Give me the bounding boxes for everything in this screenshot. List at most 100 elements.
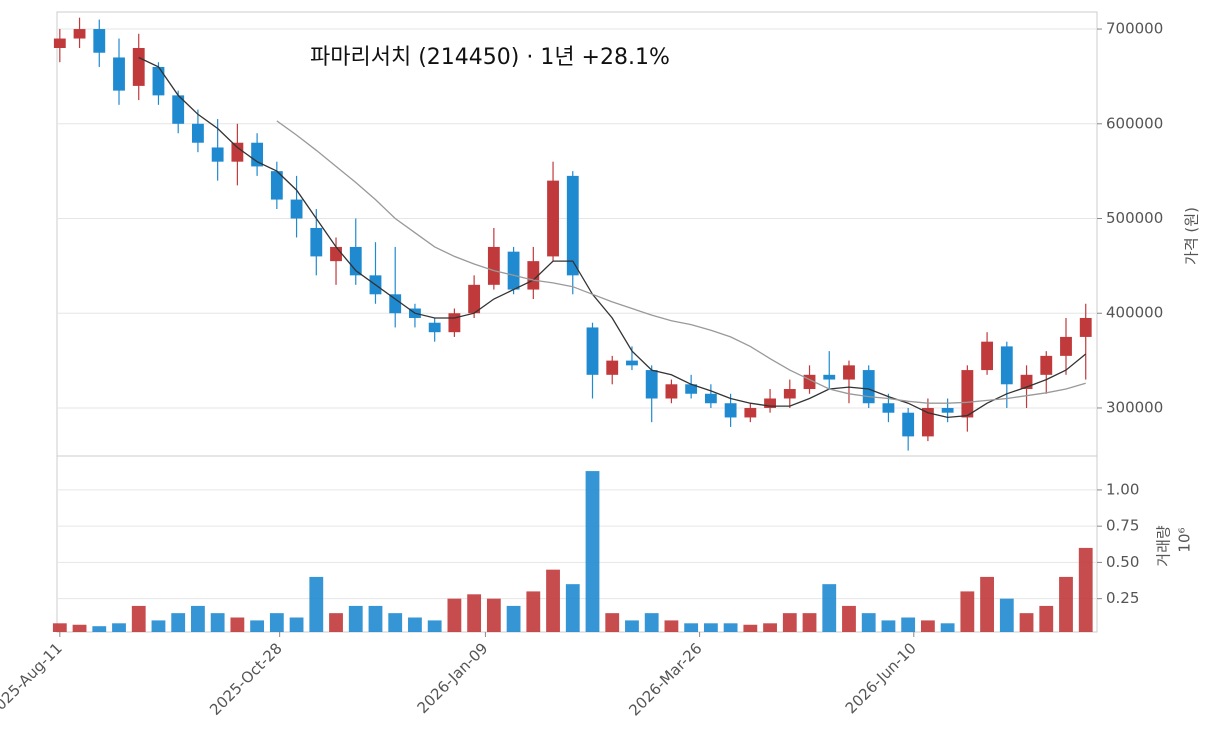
volume-bar <box>1059 576 1073 632</box>
candle-body <box>921 407 934 437</box>
volume-bar <box>171 613 186 632</box>
candle-body <box>724 403 737 418</box>
volume-bar <box>230 617 245 632</box>
candle-body <box>902 412 915 437</box>
volume-bar <box>269 613 284 632</box>
volume-bar <box>368 605 383 632</box>
candle-body <box>882 403 895 413</box>
candle-body <box>843 365 855 380</box>
volume-bar <box>191 605 205 632</box>
volume-bar <box>644 613 659 632</box>
candle-body <box>1000 346 1013 385</box>
volume-bar <box>486 598 501 632</box>
candle-body <box>270 171 283 200</box>
y-tick-label: 400000 <box>1106 304 1163 322</box>
volume-bar <box>447 598 462 632</box>
candle-body <box>803 374 816 390</box>
volume-bar <box>723 623 738 632</box>
volume-bar <box>605 613 620 632</box>
volume-bar <box>901 617 916 632</box>
volume-bar <box>980 576 994 632</box>
volume-bar <box>388 613 403 632</box>
volume-bar <box>52 623 67 632</box>
volume-bar <box>467 594 482 632</box>
candle-body <box>547 180 559 257</box>
candle-body <box>251 142 264 167</box>
candle-body <box>231 142 244 162</box>
volume-scale-label: 10⁶ <box>1176 527 1194 552</box>
chart-title: 파마리서치 (214450) · 1년 +28.1% <box>310 45 670 70</box>
candle-body <box>310 227 323 257</box>
volume-bar <box>802 613 817 632</box>
candle-body <box>290 199 303 219</box>
candle-body <box>941 407 954 413</box>
volume-bar <box>782 613 797 632</box>
candle-body <box>389 294 402 314</box>
volume-bar <box>920 620 935 632</box>
volume-axis-label: 거래량 <box>1155 525 1173 567</box>
volume-bar <box>1078 547 1093 632</box>
volume-bar <box>940 623 955 632</box>
volume-tick-label: 0.25 <box>1106 589 1139 607</box>
volume-tick-label: 1.00 <box>1106 480 1139 498</box>
volume-bar <box>348 605 363 632</box>
volume-bar <box>427 620 442 632</box>
candle-body <box>172 95 185 124</box>
candle-body <box>586 327 599 375</box>
candle-body <box>428 322 441 333</box>
candle-body <box>113 57 125 91</box>
candle-body <box>704 393 717 404</box>
volume-bar <box>684 623 699 632</box>
volume-bar <box>703 623 718 632</box>
candle-body <box>1060 336 1072 356</box>
candle-body <box>211 147 224 162</box>
candle-body <box>823 374 836 380</box>
volume-bar <box>625 620 639 632</box>
volume-bar <box>131 605 146 632</box>
x-tick-label: 2026-Jan-09 <box>414 639 492 717</box>
candle-body <box>685 384 698 394</box>
candle-body <box>507 251 520 290</box>
volume-bar <box>1019 613 1034 632</box>
candle-body <box>744 407 757 418</box>
candle-body <box>783 389 796 399</box>
candle-body <box>862 370 875 404</box>
candle-body <box>566 175 579 276</box>
x-tick-label: 2025-Aug-11 <box>0 639 66 720</box>
y-axis-label: 가격 (원) <box>1183 207 1201 265</box>
candle-body <box>192 123 204 143</box>
volume-bar <box>151 620 166 632</box>
candle-body <box>132 47 145 86</box>
volume-bar <box>565 584 580 632</box>
candle-body <box>330 246 342 262</box>
volume-bar <box>999 598 1014 632</box>
volume-bar <box>842 605 856 632</box>
candle-body <box>53 38 66 48</box>
volume-bar <box>664 620 679 632</box>
candle-body <box>1079 317 1092 337</box>
moving-average <box>276 120 1086 404</box>
candle-body <box>764 398 776 408</box>
candle-body <box>93 29 106 53</box>
volume-tick-label: 0.50 <box>1106 553 1139 571</box>
candle-body <box>487 246 500 285</box>
candle-body <box>961 370 974 418</box>
candle-body <box>448 313 461 333</box>
volume-bar <box>822 584 837 632</box>
y-tick-label: 300000 <box>1106 398 1163 416</box>
candle-body <box>468 284 481 314</box>
volume-bar <box>210 613 225 632</box>
candle-body <box>606 360 619 375</box>
volume-bar <box>585 471 600 632</box>
volume-bar <box>92 626 107 632</box>
candle-body <box>349 246 362 276</box>
y-tick-label: 700000 <box>1106 20 1163 38</box>
candle-body <box>1020 374 1033 390</box>
volume-bar <box>289 617 304 632</box>
volume-bar <box>329 613 343 632</box>
moving-average <box>138 56 1087 419</box>
candle-body <box>1040 355 1053 375</box>
volume-bar <box>112 623 126 632</box>
volume-bar <box>72 624 87 632</box>
candle-body <box>152 66 165 96</box>
